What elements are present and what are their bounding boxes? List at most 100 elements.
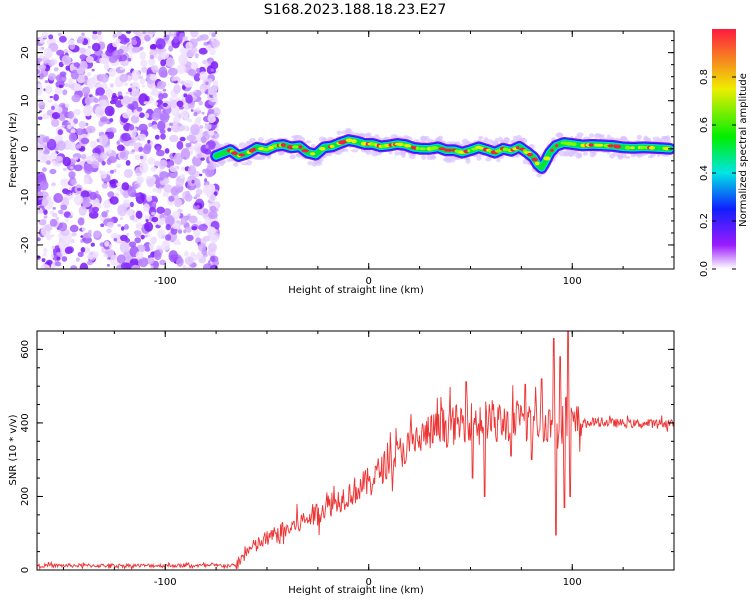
snr-xtick-label: -100	[154, 577, 177, 588]
noise-speckle	[41, 198, 49, 207]
noise-speckle	[112, 41, 119, 48]
noise-speckle	[82, 237, 86, 241]
noise-speckle	[74, 156, 78, 161]
ridge-core-blob	[351, 139, 357, 144]
noise-speckle	[107, 148, 112, 154]
noise-speckle	[91, 68, 95, 72]
noise-speckle	[164, 148, 170, 154]
noise-speckle	[86, 260, 93, 266]
noise-speckle	[162, 31, 170, 35]
noise-speckle	[201, 111, 205, 115]
noise-speckle	[73, 83, 82, 92]
noise-speckle	[138, 112, 145, 118]
noise-speckle	[90, 140, 97, 149]
noise-speckle	[184, 252, 189, 257]
ridge-halo-blob	[336, 130, 342, 136]
noise-speckle	[104, 105, 115, 117]
noise-speckle	[87, 77, 95, 86]
noise-speckle	[185, 226, 192, 233]
noise-speckle	[59, 35, 67, 43]
noise-speckle	[67, 110, 75, 119]
noise-speckle	[145, 218, 149, 223]
noise-speckle	[49, 168, 57, 175]
noise-speckle	[52, 212, 58, 218]
noise-speckle	[138, 133, 147, 142]
noise-speckle	[148, 255, 151, 258]
noise-speckle	[144, 34, 151, 42]
spectrogram-noise-region	[37, 31, 221, 269]
noise-speckle	[81, 227, 86, 232]
noise-speckle	[181, 166, 185, 171]
noise-speckle	[138, 257, 149, 268]
ridge-halo-blob	[576, 132, 584, 137]
ridge-core-blob	[527, 152, 533, 157]
ridge-halo-blob	[619, 136, 628, 141]
noise-speckle	[110, 169, 115, 174]
noise-speckle	[113, 169, 117, 173]
noise-speckle	[158, 187, 162, 191]
ridge-halo-blob	[636, 134, 642, 140]
noise-speckle	[121, 182, 130, 191]
ridge-halo-blob	[536, 173, 542, 178]
noise-speckle	[183, 80, 194, 88]
noise-speckle	[44, 136, 50, 143]
ridge-halo-blob	[503, 137, 511, 144]
noise-speckle	[130, 114, 140, 124]
noise-speckle	[42, 253, 47, 257]
noise-speckle	[203, 41, 208, 46]
noise-speckle	[106, 263, 110, 267]
noise-speckle	[168, 250, 179, 263]
noise-speckle	[100, 223, 105, 227]
noise-speckle	[46, 160, 51, 165]
noise-speckle	[196, 107, 200, 112]
snr-ticks: -100 0 100 0 200 400 600	[20, 330, 675, 588]
noise-speckle	[140, 41, 145, 45]
noise-speckle	[86, 72, 92, 77]
snr-xtick-label: 0	[366, 577, 372, 588]
noise-speckle	[91, 33, 98, 40]
ridge-halo-blob	[464, 157, 471, 161]
noise-speckle	[61, 197, 70, 207]
noise-speckle	[95, 87, 105, 96]
noise-speckle	[144, 234, 148, 238]
noise-speckle	[139, 78, 146, 85]
noise-speckle	[56, 140, 66, 151]
noise-speckle	[55, 261, 62, 267]
ridge-halo-blob	[267, 155, 272, 160]
noise-speckle	[199, 34, 209, 41]
noise-speckle	[135, 222, 143, 230]
noise-speckle	[84, 75, 88, 81]
noise-speckle	[198, 71, 208, 81]
noise-speckle	[49, 95, 53, 99]
noise-speckle	[109, 244, 113, 249]
noise-speckle	[206, 226, 216, 234]
noise-speckle	[210, 97, 218, 103]
noise-speckle	[58, 84, 63, 89]
ridge-core-blob	[571, 142, 577, 146]
noise-speckle	[210, 255, 216, 262]
noise-speckle	[167, 172, 171, 177]
noise-speckle	[61, 55, 71, 66]
noise-speckle	[206, 140, 217, 150]
noise-speckle	[195, 194, 200, 198]
noise-speckle	[45, 85, 53, 94]
noise-speckle	[195, 188, 203, 196]
noise-speckle	[57, 129, 63, 136]
noise-speckle	[157, 44, 163, 49]
noise-speckle	[177, 123, 182, 127]
noise-speckle	[150, 43, 157, 50]
ridge-halo-blob	[305, 140, 312, 144]
noise-speckle	[128, 241, 137, 248]
noise-speckle	[170, 186, 180, 196]
noise-speckle	[200, 157, 205, 161]
noise-speckle	[192, 204, 200, 210]
noise-speckle	[39, 180, 49, 191]
noise-speckle	[67, 39, 75, 45]
noise-speckle	[58, 209, 64, 215]
noise-speckle	[151, 211, 156, 216]
noise-speckle	[61, 77, 67, 81]
ridge-core-blob	[345, 138, 353, 143]
noise-speckle	[48, 34, 54, 40]
noise-speckle	[173, 152, 183, 165]
